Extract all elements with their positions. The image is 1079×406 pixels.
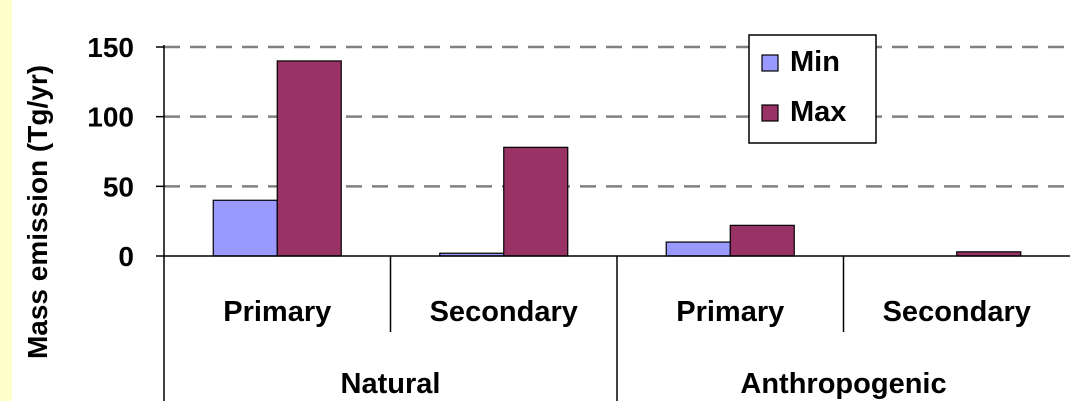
legend-swatch-max bbox=[761, 104, 779, 122]
bar-min-1 bbox=[212, 199, 278, 257]
bar-max-2 bbox=[503, 146, 569, 257]
axes bbox=[156, 45, 1070, 401]
y-tick-label-50: 50 bbox=[103, 171, 134, 202]
y-axis-label: Mass emission (Tg/yr) bbox=[22, 65, 53, 359]
y-tick-label-100: 100 bbox=[87, 102, 134, 133]
legend: Min Max bbox=[748, 34, 877, 144]
bars bbox=[212, 60, 1022, 257]
grid bbox=[164, 45, 1070, 188]
legend-label-min: Min bbox=[790, 46, 840, 78]
y-tick-labels: 0 50 100 150 bbox=[87, 32, 134, 272]
x-category-label-2: Secondary bbox=[430, 296, 578, 328]
x-category-labels: Primary Secondary Primary Secondary Natural A… bbox=[223, 296, 1031, 400]
x-category-label-1: Primary bbox=[223, 296, 331, 328]
left-strip bbox=[0, 0, 12, 401]
bar-min-3 bbox=[665, 241, 731, 257]
x-group-label-1: Natural bbox=[341, 368, 441, 400]
x-category-label-4: Secondary bbox=[883, 296, 1031, 328]
legend-swatch-min bbox=[761, 54, 779, 72]
legend-label-max: Max bbox=[790, 96, 846, 128]
legend-box bbox=[748, 34, 877, 144]
bar-max-1 bbox=[276, 60, 342, 257]
x-group-label-2: Anthropogenic bbox=[740, 368, 946, 400]
y-tick-label-150: 150 bbox=[87, 32, 134, 63]
bar-max-3 bbox=[729, 224, 795, 257]
y-tick-label-0: 0 bbox=[118, 241, 134, 272]
x-category-label-3: Primary bbox=[676, 296, 784, 328]
